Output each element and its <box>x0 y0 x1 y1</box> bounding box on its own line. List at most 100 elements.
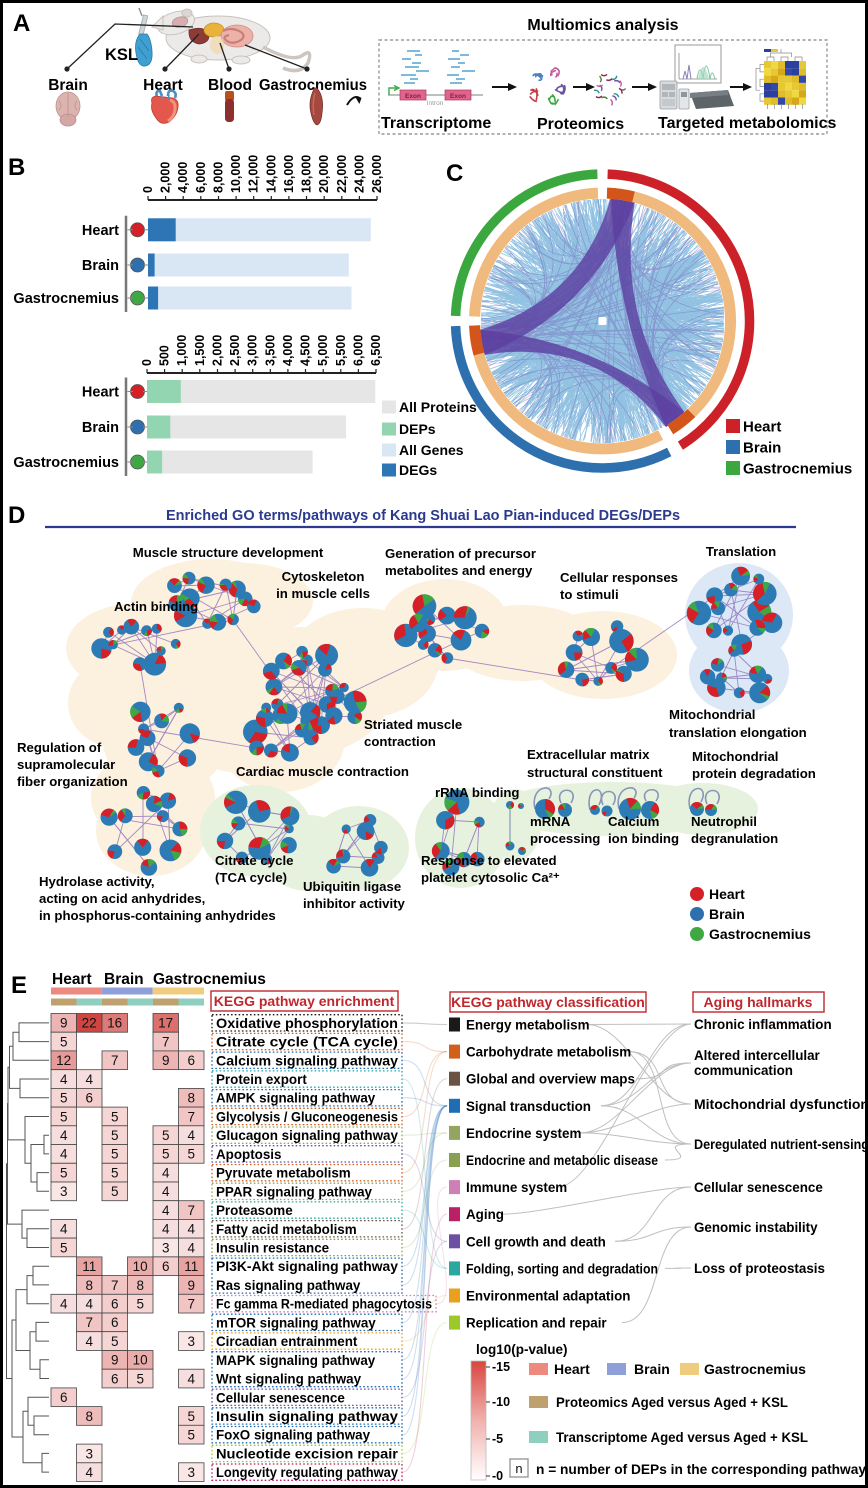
svg-text:Ras signaling pathway: Ras signaling pathway <box>216 1278 361 1293</box>
svg-text:2,000: 2,000 <box>211 335 225 366</box>
svg-text:5: 5 <box>136 1297 144 1312</box>
svg-text:Signal transduction: Signal transduction <box>466 1099 591 1114</box>
svg-text:5: 5 <box>60 1034 68 1049</box>
svg-text:Insulin signaling pathway: Insulin signaling pathway <box>216 1409 399 1424</box>
svg-text:4,000: 4,000 <box>281 335 295 366</box>
svg-text:Oxidative phosphorylation: Oxidative phosphorylation <box>216 1016 398 1031</box>
svg-text:Targeted metabolomics: Targeted metabolomics <box>658 115 837 132</box>
svg-text:D: D <box>8 502 25 529</box>
svg-text:5: 5 <box>162 1128 170 1143</box>
svg-text:10,000: 10,000 <box>229 155 243 193</box>
svg-text:5: 5 <box>187 1428 195 1443</box>
svg-text:11: 11 <box>82 1259 96 1274</box>
svg-text:14,000: 14,000 <box>264 155 278 193</box>
svg-text:Striated muscle: Striated muscle <box>364 717 462 732</box>
svg-text:5,000: 5,000 <box>316 335 330 366</box>
svg-text:Replication and repair: Replication and repair <box>466 1316 607 1331</box>
svg-text:Aging: Aging <box>466 1207 504 1222</box>
svg-text:Energy metabolism: Energy metabolism <box>466 1018 590 1033</box>
svg-text:Apoptosis: Apoptosis <box>216 1147 281 1162</box>
svg-text:structural constituent: structural constituent <box>527 765 663 780</box>
svg-text:22,000: 22,000 <box>335 155 349 193</box>
svg-text:6: 6 <box>111 1315 119 1330</box>
svg-text:Cardiac muscle contraction: Cardiac muscle contraction <box>236 764 409 779</box>
svg-text:5,500: 5,500 <box>334 335 348 366</box>
svg-text:A: A <box>13 10 30 37</box>
svg-text:4: 4 <box>60 1222 68 1237</box>
svg-text:Neutrophil: Neutrophil <box>691 814 757 829</box>
svg-text:Cellular senescence: Cellular senescence <box>694 1180 823 1195</box>
svg-text:contraction: contraction <box>364 734 436 749</box>
svg-text:4,000: 4,000 <box>176 162 190 193</box>
svg-text:4: 4 <box>187 1240 195 1255</box>
svg-text:Cytoskeleton: Cytoskeleton <box>282 569 365 584</box>
svg-text:18,000: 18,000 <box>300 155 314 193</box>
svg-text:KSL: KSL <box>105 46 138 64</box>
svg-text:5: 5 <box>187 1147 195 1162</box>
svg-text:Intron: Intron <box>427 100 444 107</box>
svg-text:inhibitor activity: inhibitor activity <box>303 896 406 911</box>
svg-text:All Genes: All Genes <box>399 442 464 458</box>
svg-text:Gastrocnemius: Gastrocnemius <box>743 461 852 478</box>
svg-text:16: 16 <box>107 1016 122 1031</box>
svg-text:5: 5 <box>111 1128 119 1143</box>
svg-text:Glucagon signaling pathway: Glucagon signaling pathway <box>216 1128 399 1143</box>
svg-text:All Proteins: All Proteins <box>399 399 477 415</box>
svg-text:Heart: Heart <box>82 385 119 401</box>
svg-text:MAPK signaling pathway: MAPK signaling pathway <box>216 1353 376 1368</box>
svg-text:Longevity regulating pathway: Longevity regulating pathway <box>216 1465 399 1480</box>
svg-text:Aging hallmarks: Aging hallmarks <box>704 994 813 1010</box>
svg-text:Proteasome: Proteasome <box>216 1203 293 1218</box>
svg-text:6,500: 6,500 <box>369 335 383 366</box>
svg-text:in muscle cells: in muscle cells <box>276 586 370 601</box>
svg-text:KEGG pathway classification: KEGG pathway classification <box>451 994 645 1010</box>
svg-text:4: 4 <box>60 1297 68 1312</box>
svg-text:6: 6 <box>187 1053 195 1068</box>
svg-text:n: n <box>515 1461 522 1476</box>
svg-text:6: 6 <box>60 1390 68 1405</box>
svg-text:8,000: 8,000 <box>212 162 226 193</box>
svg-text:-10: -10 <box>492 1395 510 1409</box>
svg-text:Brain: Brain <box>709 906 745 922</box>
svg-text:8: 8 <box>136 1278 144 1293</box>
svg-text:3: 3 <box>162 1240 170 1255</box>
svg-text:AMPK signaling pathway: AMPK signaling pathway <box>216 1091 376 1106</box>
svg-text:4: 4 <box>162 1222 170 1237</box>
svg-text:Citrate cycle (TCA cycle): Citrate cycle (TCA cycle) <box>216 1035 398 1050</box>
svg-text:Regulation of: Regulation of <box>17 740 102 755</box>
svg-text:Brain: Brain <box>82 420 119 436</box>
svg-text:7: 7 <box>111 1278 119 1293</box>
svg-text:6: 6 <box>85 1091 93 1106</box>
svg-text:5: 5 <box>60 1091 68 1106</box>
svg-text:5: 5 <box>162 1147 170 1162</box>
svg-text:6: 6 <box>111 1297 119 1312</box>
svg-text:Mitochondrial: Mitochondrial <box>692 749 778 764</box>
svg-text:4,500: 4,500 <box>299 335 313 366</box>
svg-text:Nucleotide excision repair: Nucleotide excision repair <box>216 1446 399 1461</box>
svg-text:3: 3 <box>85 1446 93 1461</box>
svg-text:to stimuli: to stimuli <box>560 587 619 602</box>
svg-text:Altered intercellular: Altered intercellular <box>694 1048 821 1063</box>
svg-text:(TCA cycle): (TCA cycle) <box>215 870 287 885</box>
svg-text:Endocrine system: Endocrine system <box>466 1126 581 1141</box>
svg-text:Heart: Heart <box>709 886 745 902</box>
svg-text:Carbohydrate metabolism: Carbohydrate metabolism <box>466 1045 631 1060</box>
svg-text:Brain: Brain <box>634 1361 670 1377</box>
svg-text:Environmental adaptation: Environmental adaptation <box>466 1289 630 1304</box>
svg-text:5: 5 <box>111 1147 119 1162</box>
svg-text:0: 0 <box>140 359 154 366</box>
svg-text:in phosphorus-containing anhyd: in phosphorus-containing anhydrides <box>39 908 276 923</box>
svg-text:4: 4 <box>187 1128 195 1143</box>
svg-text:Gastrocnemius: Gastrocnemius <box>13 291 119 307</box>
svg-text:4: 4 <box>85 1334 93 1349</box>
svg-text:FoxO signaling pathway: FoxO signaling pathway <box>216 1428 371 1443</box>
svg-text:Brain: Brain <box>82 258 119 274</box>
svg-text:Extracellular matrix: Extracellular matrix <box>527 747 650 762</box>
svg-text:-5: -5 <box>492 1432 503 1446</box>
svg-text:4: 4 <box>60 1128 68 1143</box>
svg-text:Wnt signaling pathway: Wnt signaling pathway <box>216 1372 362 1387</box>
svg-text:8: 8 <box>85 1278 93 1293</box>
svg-text:7: 7 <box>187 1109 195 1124</box>
svg-text:5: 5 <box>136 1371 144 1386</box>
svg-text:Brain: Brain <box>743 440 781 457</box>
